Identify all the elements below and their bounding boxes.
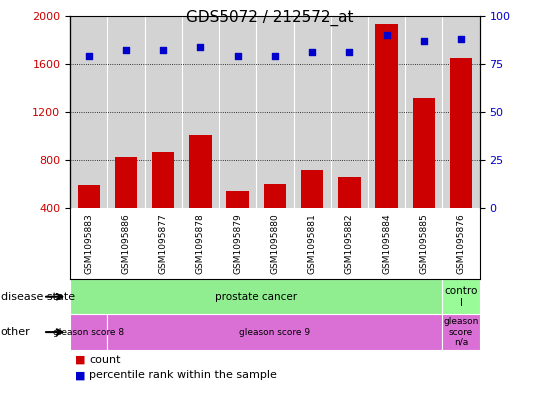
Text: ■: ■ (75, 370, 86, 380)
Point (457, 36, 465, 42)
Text: GSM1095880: GSM1095880 (271, 213, 279, 274)
Text: GSM1095882: GSM1095882 (345, 213, 354, 274)
Bar (115, 156, 137, 256)
Text: GSM1095883: GSM1095883 (84, 213, 93, 274)
Text: gleason
score
n/a: gleason score n/a (444, 317, 479, 347)
Bar (450, 58, 472, 256)
Bar (189, 135, 212, 256)
Text: gleason score 9: gleason score 9 (239, 328, 310, 336)
Text: GDS5072 / 212572_at: GDS5072 / 212572_at (186, 10, 353, 26)
Text: ■: ■ (75, 354, 86, 365)
Text: disease state: disease state (1, 292, 75, 302)
Text: GSM1095884: GSM1095884 (382, 213, 391, 274)
Text: GSM1095885: GSM1095885 (419, 213, 429, 274)
Text: other: other (1, 327, 30, 337)
Point (308, 49, 316, 55)
Bar (443, 279, 480, 314)
Point (271, 53, 279, 59)
Point (233, 53, 242, 59)
Bar (70, 314, 107, 350)
Bar (443, 314, 480, 350)
Point (159, 47, 168, 53)
Text: GSM1095881: GSM1095881 (308, 213, 316, 274)
Bar (376, 24, 398, 256)
Text: contro
l: contro l (444, 286, 478, 307)
Bar (107, 314, 443, 350)
Point (345, 49, 354, 55)
Text: GSM1095879: GSM1095879 (233, 213, 242, 274)
Text: GSM1095886: GSM1095886 (121, 213, 130, 274)
Bar (301, 170, 323, 256)
Bar (78, 185, 100, 256)
Point (196, 43, 205, 50)
Text: GSM1095877: GSM1095877 (158, 213, 168, 274)
Text: gleason score 8: gleason score 8 (53, 328, 125, 336)
Text: GSM1095876: GSM1095876 (457, 213, 466, 274)
Bar (264, 184, 286, 256)
Bar (413, 97, 435, 256)
Text: prostate cancer: prostate cancer (215, 292, 298, 302)
Point (419, 38, 428, 44)
Text: percentile rank within the sample: percentile rank within the sample (89, 370, 277, 380)
Bar (152, 152, 174, 256)
Text: GSM1095878: GSM1095878 (196, 213, 205, 274)
Point (122, 47, 130, 53)
Point (382, 32, 391, 38)
Bar (226, 191, 249, 256)
Bar (338, 177, 361, 256)
Text: count: count (89, 354, 120, 365)
Point (85, 53, 93, 59)
